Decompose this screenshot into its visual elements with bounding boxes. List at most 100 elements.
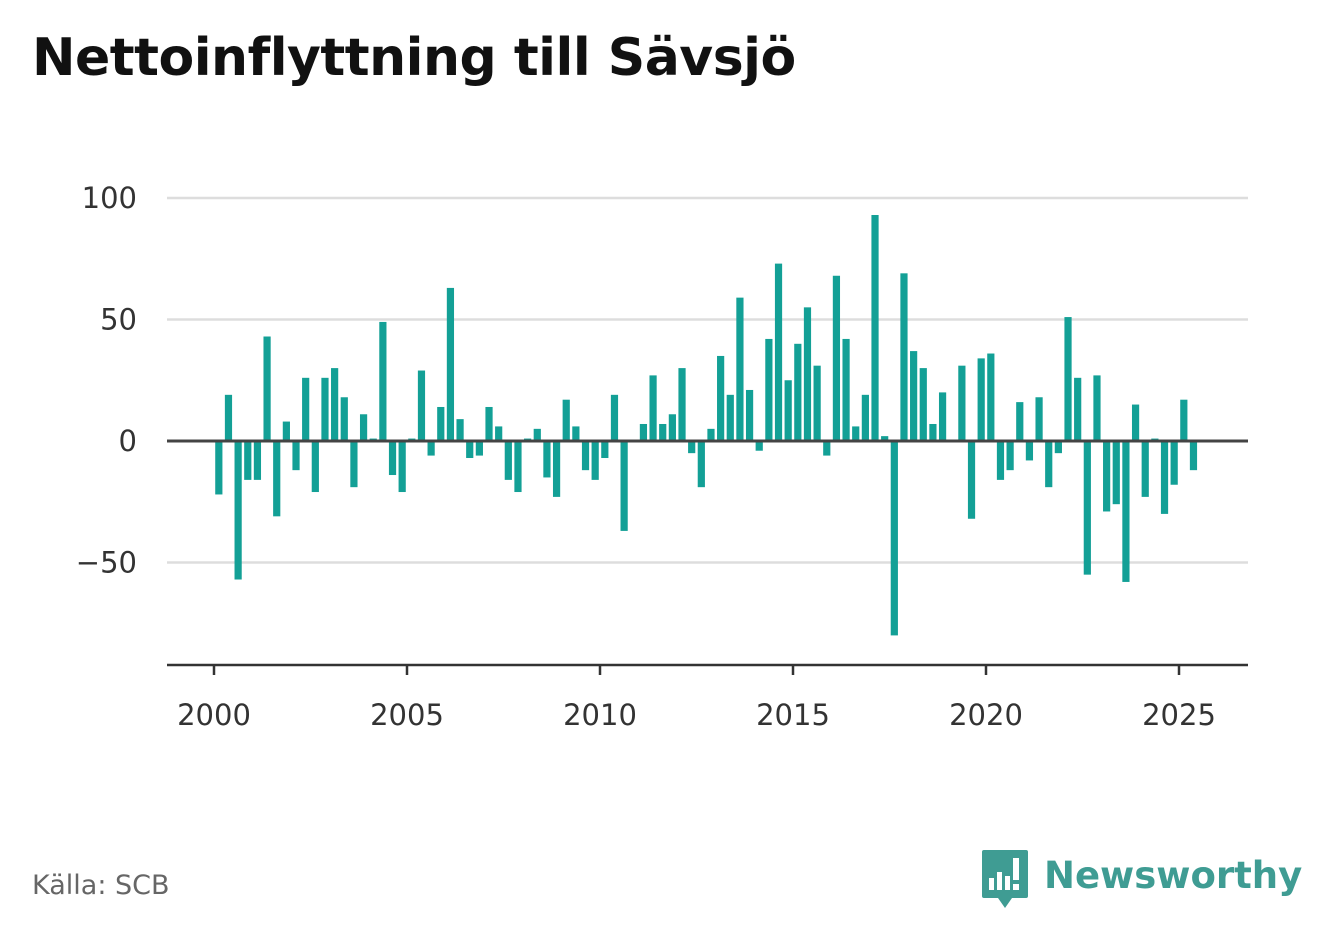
- x-tick-label: 2005: [370, 698, 444, 732]
- newsworthy-chart-bubble-icon: [982, 850, 1028, 908]
- bar-2015-Q2: [803, 307, 812, 441]
- bar-2003-Q1: [331, 368, 339, 441]
- bar-2020-Q4: [1016, 402, 1024, 441]
- x-tick-label: 2015: [756, 698, 830, 732]
- bar-2024-Q4: [1170, 441, 1178, 485]
- bar-2013-Q4: [745, 389, 754, 441]
- bar-2002-Q3: [311, 441, 319, 493]
- bar-2016-Q1: [832, 275, 841, 441]
- bar-2009-Q4: [591, 441, 599, 480]
- bar-2006-Q1: [446, 287, 455, 441]
- bar-2023-Q4: [1131, 404, 1140, 441]
- bar-2019-Q2: [958, 365, 966, 441]
- bar-2006-Q4: [475, 441, 483, 456]
- bar-2020-Q1: [987, 353, 995, 441]
- bar-2001-Q1: [253, 441, 262, 480]
- bar-2014-Q3: [774, 263, 783, 441]
- source-note: Källa: SCB: [32, 870, 170, 901]
- bar-2017-Q2: [881, 436, 889, 441]
- x-axis-ticks: 2000 2005 2010 2015 2020 2025: [177, 665, 1216, 732]
- y-tick-label: 0: [119, 424, 137, 458]
- bar-2021-Q1: [1025, 441, 1034, 461]
- x-tick-label: 2025: [1142, 698, 1216, 732]
- bar-2016-Q2: [842, 338, 850, 441]
- bar-2012-Q3: [697, 441, 705, 488]
- bar-2003-Q3: [350, 441, 358, 488]
- bar-2022-Q1: [1064, 317, 1072, 441]
- y-tick-label: 100: [82, 181, 137, 215]
- bar-2001-Q2: [263, 336, 271, 441]
- bar-2018-Q2: [919, 368, 927, 441]
- bar-2005-Q2: [417, 370, 426, 441]
- bar-2021-Q2: [1035, 397, 1043, 441]
- bar-2018-Q3: [929, 423, 937, 441]
- x-tick-label: 2000: [177, 698, 251, 732]
- bar-2013-Q1: [717, 355, 725, 441]
- bar-2023-Q1: [1103, 441, 1111, 512]
- bar-2012-Q1: [678, 368, 686, 441]
- bar-2025-Q1: [1180, 399, 1188, 441]
- bar-2013-Q3: [736, 297, 744, 441]
- bar-2022-Q4: [1093, 375, 1101, 441]
- bar-2005-Q3: [427, 441, 435, 456]
- bar-2008-Q2: [533, 428, 541, 441]
- bar-2013-Q2: [726, 394, 734, 441]
- bar-2019-Q3: [967, 441, 976, 519]
- y-axis-tick-labels: 100 50 0 −50: [76, 181, 137, 580]
- bar-2019-Q4: [977, 358, 985, 441]
- bar-2025-Q2: [1189, 441, 1198, 471]
- bar-2004-Q3: [388, 441, 397, 476]
- bar-2012-Q4: [707, 428, 715, 441]
- bar-2015-Q3: [813, 365, 821, 441]
- bar-chart: 100 50 0 −50 2000 2005 2010 2015 2020 2025: [76, 181, 1248, 732]
- bar-2000-Q2: [224, 394, 233, 441]
- bar-2023-Q2: [1112, 441, 1120, 505]
- bar-2003-Q2: [340, 397, 348, 441]
- bar-2024-Q1: [1141, 441, 1149, 497]
- bar-2001-Q3: [273, 441, 281, 517]
- y-tick-label: −50: [76, 546, 137, 580]
- bar-2011-Q4: [668, 414, 676, 441]
- bar-2001-Q4: [282, 421, 290, 441]
- bar-2022-Q3: [1083, 441, 1091, 575]
- bar-2010-Q3: [620, 441, 628, 531]
- bar-2014-Q1: [755, 441, 763, 451]
- bar-2020-Q2: [996, 441, 1005, 480]
- bar-2002-Q4: [321, 377, 329, 441]
- bar-2007-Q4: [514, 441, 522, 493]
- bar-2000-Q3: [234, 441, 242, 580]
- bar-2009-Q3: [581, 441, 590, 471]
- bar-2024-Q3: [1160, 441, 1169, 514]
- bar-2018-Q4: [938, 392, 947, 441]
- bar-2008-Q4: [552, 441, 561, 497]
- bar-2020-Q3: [1006, 441, 1014, 471]
- bar-2006-Q2: [456, 419, 464, 441]
- bar-2007-Q1: [485, 406, 493, 441]
- bar-2012-Q2: [688, 441, 696, 454]
- brand-name: Newsworthy: [1044, 853, 1303, 897]
- bar-2010-Q1: [601, 441, 609, 459]
- bar-2016-Q3: [852, 426, 860, 441]
- bar-2007-Q2: [495, 426, 503, 441]
- bar-2023-Q3: [1122, 441, 1130, 582]
- bar-2006-Q3: [466, 441, 474, 459]
- bar-2017-Q4: [900, 273, 908, 441]
- bar-2011-Q1: [639, 423, 648, 441]
- bar-2003-Q4: [359, 414, 368, 441]
- bar-2017-Q1: [871, 215, 879, 441]
- bar-2000-Q1: [215, 441, 223, 495]
- bar-2021-Q4: [1054, 441, 1062, 454]
- bar-2021-Q3: [1045, 441, 1053, 488]
- x-tick-label: 2010: [563, 698, 637, 732]
- bar-2016-Q4: [861, 394, 869, 441]
- bar-2015-Q4: [823, 441, 831, 456]
- bar-2008-Q3: [543, 441, 551, 478]
- y-tick-label: 50: [100, 303, 137, 337]
- bar-2009-Q2: [572, 426, 580, 441]
- brand-logo[interactable]: Newsworthy: [980, 848, 1302, 910]
- bar-2015-Q1: [794, 343, 802, 441]
- bar-2014-Q2: [765, 338, 773, 441]
- bar-2014-Q4: [784, 380, 792, 441]
- bar-2022-Q2: [1074, 377, 1082, 441]
- bar-2017-Q3: [890, 441, 898, 636]
